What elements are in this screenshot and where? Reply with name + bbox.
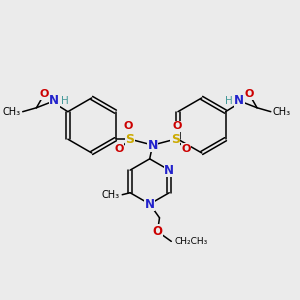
Text: O: O xyxy=(123,122,133,131)
Text: O: O xyxy=(115,144,124,154)
Text: O: O xyxy=(40,89,49,99)
Text: O: O xyxy=(152,225,163,238)
Text: O: O xyxy=(244,89,254,99)
Text: CH₂CH₃: CH₂CH₃ xyxy=(174,237,208,246)
Text: N: N xyxy=(145,197,155,211)
Text: S: S xyxy=(125,133,134,146)
Text: H: H xyxy=(225,96,232,106)
Text: O: O xyxy=(172,122,182,131)
Text: H: H xyxy=(61,96,69,106)
Text: CH₃: CH₃ xyxy=(101,190,119,200)
Text: N: N xyxy=(147,139,158,152)
Text: CH₃: CH₃ xyxy=(3,107,21,117)
Text: N: N xyxy=(234,94,244,107)
Text: O: O xyxy=(181,144,191,154)
Text: S: S xyxy=(171,133,180,146)
Text: CH₃: CH₃ xyxy=(273,107,291,117)
Text: N: N xyxy=(164,164,174,177)
Text: N: N xyxy=(49,94,59,107)
